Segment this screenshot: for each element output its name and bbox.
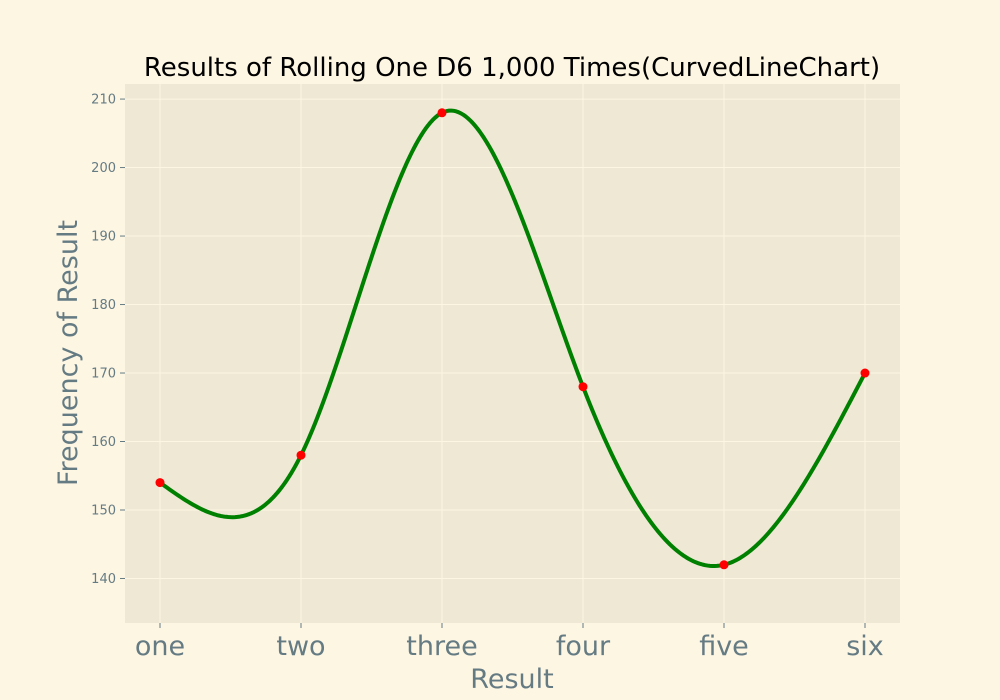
data-point bbox=[860, 368, 870, 378]
y-tick-label: 180 bbox=[91, 298, 116, 313]
x-tick-label: one bbox=[135, 631, 185, 662]
data-point bbox=[719, 560, 729, 570]
y-tick-label: 200 bbox=[91, 161, 116, 176]
x-tick-label: four bbox=[556, 631, 611, 662]
y-tick-label: 190 bbox=[91, 230, 116, 245]
x-axis-ticks: one two three four five six bbox=[135, 623, 884, 662]
x-tick-label: five bbox=[699, 631, 749, 662]
data-point bbox=[578, 382, 588, 392]
data-point bbox=[437, 108, 447, 118]
y-tick-label: 170 bbox=[91, 367, 116, 382]
grid-lines bbox=[125, 84, 900, 623]
x-axis-label: Result bbox=[470, 664, 553, 695]
series-line bbox=[158, 108, 867, 568]
y-axis-label: Frequency of Result bbox=[53, 220, 84, 486]
y-tick-label: 210 bbox=[91, 93, 116, 108]
y-tick-label: 140 bbox=[91, 572, 116, 587]
data-point bbox=[155, 478, 165, 488]
chart-title: Results of Rolling One D6 1,000 Times(Cu… bbox=[144, 53, 880, 83]
y-axis-ticks: 140 150 160 170 180 190 200 210 bbox=[91, 93, 125, 587]
data-point bbox=[296, 450, 306, 460]
x-tick-label: three bbox=[406, 631, 477, 662]
y-tick-label: 160 bbox=[91, 435, 116, 450]
y-tick-label: 150 bbox=[91, 503, 116, 518]
x-tick-label: two bbox=[276, 631, 325, 662]
data-markers bbox=[155, 108, 870, 570]
plot-area bbox=[125, 84, 900, 623]
x-tick-label: six bbox=[846, 631, 884, 662]
